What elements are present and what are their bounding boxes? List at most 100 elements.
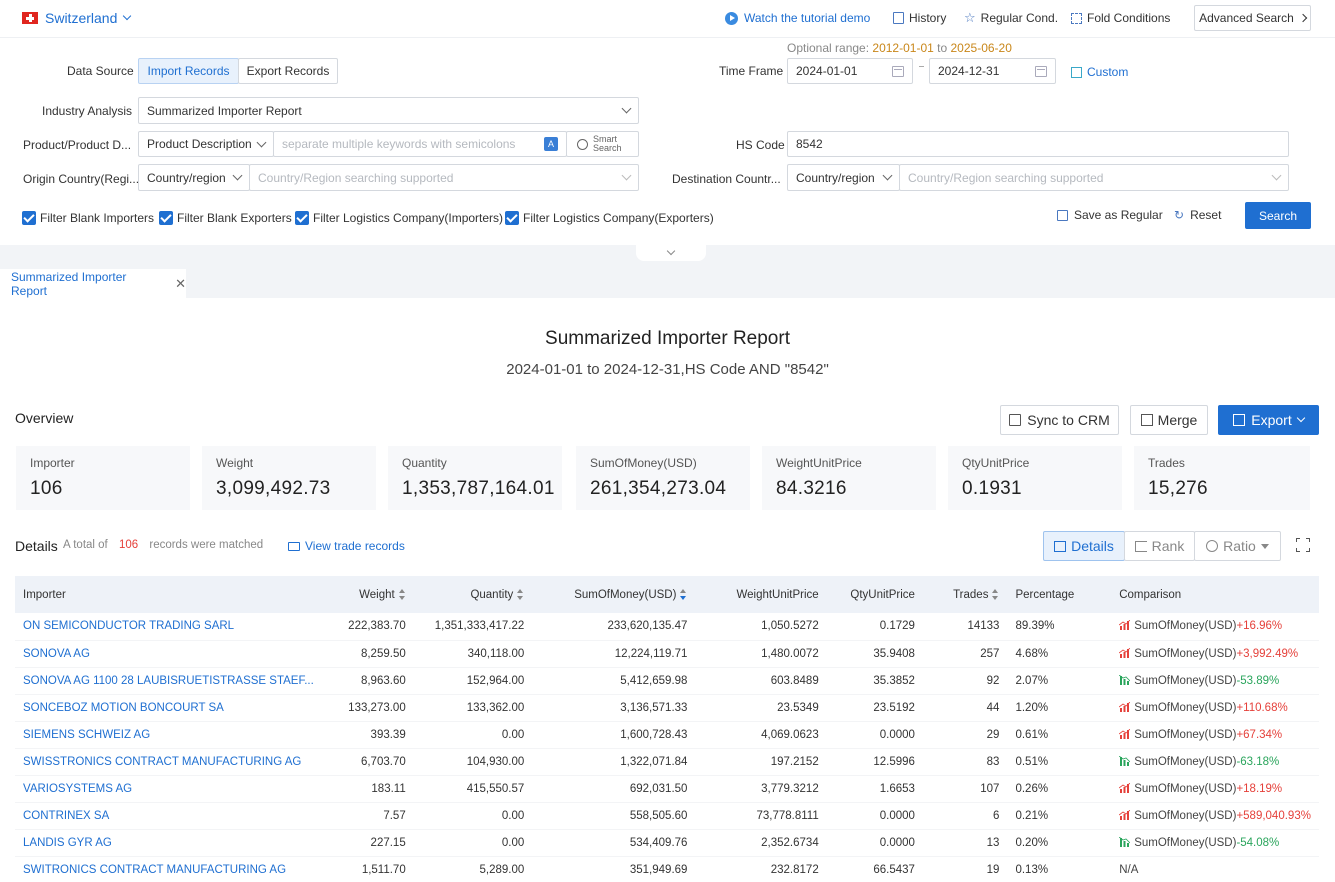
- percentage-cell: 0.21%: [1007, 802, 1112, 830]
- column-header-percentage: Percentage: [1007, 576, 1112, 613]
- quantity-cell: 5,289.00: [413, 856, 533, 882]
- product-keyword-input[interactable]: separate multiple keywords with semicolo…: [273, 131, 567, 157]
- list-icon: [288, 541, 300, 551]
- view-details-label: Details: [1071, 538, 1114, 554]
- view-trade-records-link[interactable]: View trade records: [288, 539, 405, 553]
- filter-checkbox-logistics-exporters[interactable]: Filter Logistics Company(Exporters): [505, 211, 714, 225]
- close-icon[interactable]: ✕: [175, 275, 186, 291]
- tutorial-link[interactable]: Watch the tutorial demo: [725, 11, 870, 25]
- advanced-search-label: Advanced Search: [1199, 11, 1294, 25]
- history-button[interactable]: History: [893, 11, 946, 25]
- hs-code-input[interactable]: 8542: [787, 131, 1289, 157]
- sync-icon: [1009, 414, 1022, 426]
- chevron-down-icon: [123, 11, 132, 21]
- tab-summarized-importer-report[interactable]: Summarized Importer Report ✕: [0, 269, 186, 298]
- column-header-weight[interactable]: Weight: [321, 576, 414, 613]
- importer-name-link[interactable]: SWITRONICS CONTRACT MANUFACTURING AG: [15, 856, 322, 882]
- origin-country-input[interactable]: Country/Region searching supported: [249, 164, 639, 191]
- fold-conditions-button[interactable]: Fold Conditions: [1071, 11, 1170, 25]
- filter-checkbox-blank-exporters[interactable]: Filter Blank Exporters: [159, 211, 292, 225]
- importer-name-link[interactable]: SONCEBOZ MOTION BONCOURT SA: [15, 694, 322, 722]
- destination-country-input[interactable]: Country/Region searching supported: [899, 164, 1289, 191]
- import-records-tab[interactable]: Import Records: [138, 58, 239, 84]
- qty-unit-price-cell: 0.0000: [826, 829, 923, 857]
- advanced-search-button[interactable]: Advanced Search: [1194, 5, 1311, 31]
- weight-cell: 8,963.60: [321, 667, 414, 695]
- importer-name-link[interactable]: VARIOSYSTEMS AG: [15, 775, 322, 803]
- weight-unit-price-cell: 23.5349: [695, 694, 827, 722]
- column-header-comparison: Comparison: [1111, 576, 1319, 613]
- quantity-cell: 152,964.00: [413, 667, 533, 695]
- view-rank-button[interactable]: Rank: [1124, 531, 1195, 561]
- qty-unit-price-cell: 23.5192: [826, 694, 923, 722]
- view-details-button[interactable]: Details: [1043, 531, 1125, 561]
- importer-name-link[interactable]: SONOVA AG 1100 28 LAUBISRUETISTRASSE STA…: [15, 667, 322, 695]
- date-from-input[interactable]: 2024-01-01: [787, 58, 913, 84]
- sync-crm-button[interactable]: Sync to CRM: [1000, 405, 1119, 435]
- search-button[interactable]: Search: [1245, 202, 1311, 229]
- column-header-trades[interactable]: Trades: [922, 576, 1008, 613]
- stat-title: Quantity: [402, 456, 447, 470]
- comparison-cell: SumOfMoney(USD)-63.18%: [1111, 748, 1319, 776]
- hs-code-value: 8542: [796, 137, 823, 151]
- filter-checkbox-blank-importers[interactable]: Filter Blank Importers: [22, 211, 154, 225]
- column-header-sum-of-money[interactable]: SumOfMoney(USD): [532, 576, 696, 613]
- save-icon: [1057, 209, 1068, 221]
- view-ratio-button[interactable]: Ratio: [1194, 531, 1281, 561]
- comparison-cell: SumOfMoney(USD)+3,992.49%: [1111, 640, 1319, 668]
- trades-cell: 19: [922, 856, 1008, 882]
- comparison-label: SumOfMoney(USD): [1134, 809, 1237, 822]
- date-to-input[interactable]: 2024-12-31: [929, 58, 1056, 84]
- export-records-tab[interactable]: Export Records: [238, 58, 338, 84]
- stat-title: QtyUnitPrice: [962, 456, 1030, 470]
- regular-cond-button[interactable]: ☆ Regular Cond.: [964, 11, 1058, 25]
- destination-type-select[interactable]: Country/region: [787, 164, 900, 191]
- custom-button[interactable]: Custom: [1071, 65, 1128, 79]
- stat-value: 84.3216: [776, 478, 847, 499]
- filter-label: Filter Logistics Company(Importers): [313, 211, 504, 225]
- save-regular-button[interactable]: Save as Regular: [1057, 208, 1163, 222]
- industry-select[interactable]: Summarized Importer Report: [138, 97, 639, 124]
- details-heading: Details: [15, 538, 58, 554]
- reset-button[interactable]: ↻ Reset: [1174, 208, 1221, 222]
- importer-name-link[interactable]: CONTRINEX SA: [15, 802, 322, 830]
- filter-checkbox-logistics-importers[interactable]: Filter Logistics Company(Importers): [295, 211, 503, 225]
- origin-type-select[interactable]: Country/region: [138, 164, 250, 191]
- export-label: Export: [1251, 412, 1292, 428]
- trades-cell: 14133: [922, 613, 1008, 641]
- importer-name-link[interactable]: ON SEMICONDUCTOR TRADING SARL: [15, 613, 322, 641]
- optional-range-label: Optional range: [787, 41, 866, 55]
- qty-unit-price-cell: 0.0000: [826, 721, 923, 749]
- chevron-down-icon: [256, 137, 267, 147]
- importer-name-link[interactable]: SIEMENS SCHWEIZ AG: [15, 721, 322, 749]
- column-header-quantity[interactable]: Quantity: [413, 576, 533, 613]
- weight-cell: 393.39: [321, 721, 414, 749]
- importer-name-link[interactable]: SONOVA AG: [15, 640, 322, 668]
- weight-cell: 1,511.70: [321, 856, 414, 882]
- custom-label: Custom: [1087, 65, 1129, 79]
- smart-search-button[interactable]: Smart Search: [566, 131, 639, 157]
- comparison-cell: SumOfMoney(USD)-53.89%: [1111, 667, 1319, 695]
- collapse-toggle[interactable]: [636, 245, 706, 261]
- comparison-value: +67.34%: [1236, 728, 1283, 741]
- custom-icon: [1071, 66, 1082, 78]
- sort-icon: [680, 588, 687, 600]
- export-button[interactable]: Export: [1218, 405, 1319, 435]
- comparison-label: SumOfMoney(USD): [1134, 647, 1237, 660]
- weight-cell: 133,273.00: [321, 694, 414, 722]
- fullscreen-button[interactable]: [1294, 536, 1312, 554]
- comparison-value: -53.89%: [1236, 674, 1280, 687]
- importer-name-link[interactable]: SWISSTRONICS CONTRACT MANUFACTURING AG: [15, 748, 322, 776]
- country-selector[interactable]: Switzerland: [22, 10, 132, 26]
- column-header-qty-unit-price: QtyUnitPrice: [826, 576, 923, 613]
- importer-name-link[interactable]: LANDIS GYR AG: [15, 829, 322, 857]
- chevron-down-icon: [232, 170, 243, 181]
- comparison-label: SumOfMoney(USD): [1134, 836, 1237, 849]
- comparison-label: SumOfMoney(USD): [1134, 701, 1237, 714]
- merge-icon: [1140, 414, 1153, 426]
- translate-icon[interactable]: A: [544, 137, 558, 151]
- fold-conditions-label: Fold Conditions: [1087, 11, 1171, 25]
- merge-button[interactable]: Merge: [1130, 405, 1208, 435]
- product-type-select[interactable]: Product Description: [138, 131, 274, 157]
- trades-cell: 92: [922, 667, 1008, 695]
